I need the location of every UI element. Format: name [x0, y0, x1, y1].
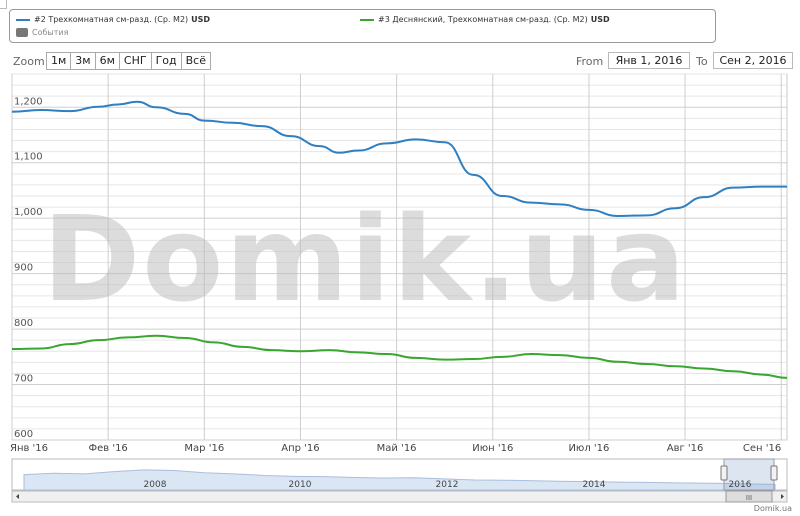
y-tick-label: 1,000 [14, 207, 43, 218]
legend-label-series-3: #3 Деснянский, Трехкомнатная см-разд. (С… [378, 15, 588, 24]
grid-lines [11, 73, 788, 441]
scroll-left-arrow [16, 494, 19, 499]
navigator-year-label: 2014 [583, 480, 606, 490]
range-from-input[interactable]: Янв 1, 2016 [608, 52, 690, 69]
legend-box: #2 Трехкомнатная см-разд. (Ср. М2) USD #… [9, 9, 716, 43]
legend-unit-series-3: USD [590, 15, 610, 24]
zoom-buttons: 1м 3м 6м СНГ Год Всё [46, 52, 211, 70]
navigator-year-label: 2012 [436, 480, 459, 490]
series-2-swatch [16, 18, 30, 21]
x-tick-label: Янв '16 [10, 443, 48, 454]
y-tick-label: 700 [14, 374, 33, 385]
zoom-all-button[interactable]: Всё [180, 52, 211, 70]
zoom-label: Zoom [13, 55, 45, 68]
x-tick-label: Фев '16 [88, 443, 127, 454]
y-tick-label: 900 [14, 263, 33, 274]
y-tick-label: 1,200 [14, 96, 43, 107]
navigator: 2008 2010 2012 2014 2016 III [11, 458, 788, 503]
navigator-year-label: 2008 [144, 480, 167, 490]
x-tick-label: Июл '16 [568, 443, 609, 454]
navigator-handle [720, 465, 728, 481]
navigator-selection [723, 458, 775, 491]
events-swatch [16, 28, 28, 37]
navigator-year-label: 2016 [729, 480, 752, 490]
series-line-3 [11, 334, 788, 379]
legend-unit-series-2: USD [191, 15, 211, 24]
scroll-right-arrow [781, 494, 784, 499]
legend-label-events: События [32, 28, 69, 37]
x-tick-label: Май '16 [377, 443, 417, 454]
series-line-2 [11, 100, 787, 217]
y-tick-label: 800 [14, 318, 33, 329]
scrollbar-track [11, 490, 788, 503]
navigator-area [23, 469, 776, 491]
credit-link[interactable]: Domik.ua [753, 504, 792, 513]
legend-item-series-2[interactable]: #2 Трехкомнатная см-разд. (Ср. М2) USD [16, 15, 210, 24]
x-tick-label: Июн '16 [472, 443, 513, 454]
zoom-ytd-button[interactable]: СНГ [118, 52, 152, 70]
legend-label-series-2: #2 Трехкомнатная см-разд. (Ср. М2) [34, 15, 189, 24]
navigator-handle [770, 465, 778, 481]
y-tick-label: 600 [14, 429, 33, 440]
y-axis-labels: 600 700 800 900 1,000 1,100 1,200 [14, 96, 43, 440]
x-tick-label: Авг '16 [667, 443, 704, 454]
range-to-label: To [696, 55, 708, 68]
scrollbar-grip: III [746, 494, 752, 502]
y-tick-label: 1,100 [14, 152, 43, 163]
range-from-label: From [576, 55, 604, 68]
scrollbar-thumb [725, 490, 773, 503]
zoom-3m-button[interactable]: 3м [70, 52, 96, 70]
x-axis-labels: Янв '16 Фев '16 Мар '16 Апр '16 Май '16 Июн '… [10, 443, 781, 454]
plot-border [11, 73, 788, 441]
series-3-swatch [360, 18, 374, 21]
x-tick-label: Апр '16 [281, 443, 319, 454]
legend-item-series-3[interactable]: #3 Деснянский, Трехкомнатная см-разд. (С… [360, 15, 610, 24]
corner-mark [0, 0, 7, 9]
range-to-input[interactable]: Сен 2, 2016 [713, 52, 793, 69]
legend-item-events[interactable]: События [16, 28, 68, 37]
x-tick-label: Мар '16 [184, 443, 224, 454]
x-tick-label: Сен '16 [743, 443, 781, 454]
series-lines [11, 100, 788, 379]
navigator-year-label: 2010 [289, 480, 312, 490]
